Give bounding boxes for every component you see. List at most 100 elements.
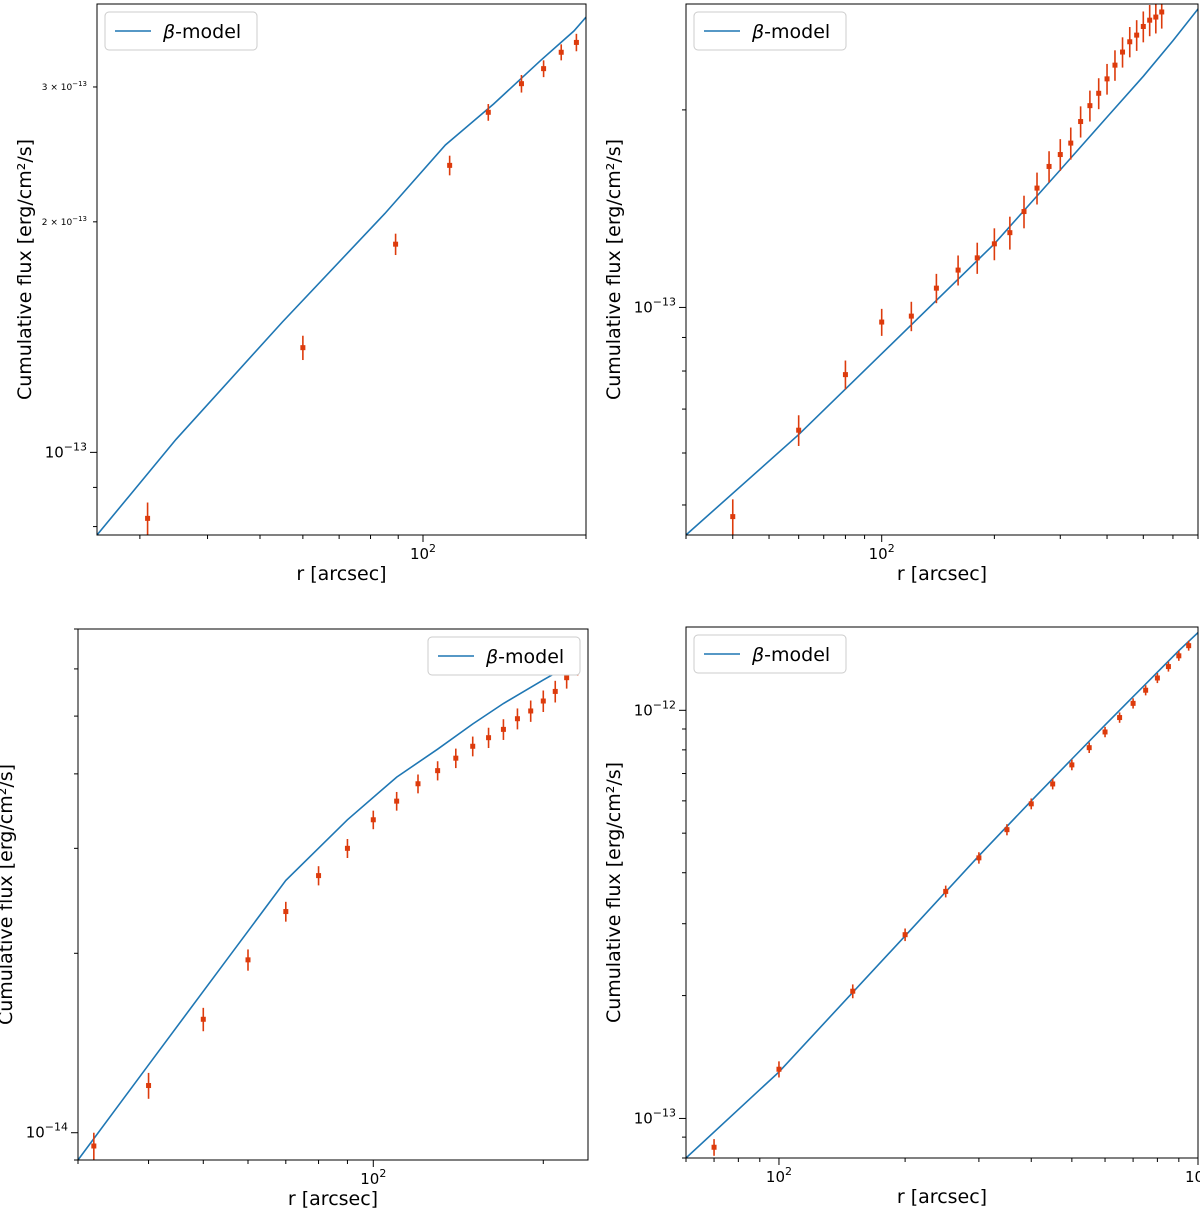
chart-panel-top-right: 102 10−13 r [arcsec] Cumulative flux [erg/c… [600,0,1200,600]
data-point [528,708,534,714]
y-axis-label: Cumulative flux [erg/cm²/s] [0,764,17,1025]
data-point [1087,103,1093,109]
plot-area [686,632,1198,1158]
data-point [1086,745,1092,751]
data-point [1069,762,1075,768]
data-point [1021,209,1027,215]
data-point [879,319,885,325]
data-point [1153,14,1159,20]
data-point [283,909,289,915]
x-tick-label: 102 [410,542,436,563]
y-tick-label: 2 × 10−13 [42,215,87,228]
legend-label-beta-model: β-model [751,644,830,666]
data-point [1130,700,1136,706]
data-point [1068,140,1074,146]
axes-frame [685,626,1199,1159]
legend-label-beta-model: β-model [485,646,564,668]
data-point [415,781,421,787]
data-point [485,109,491,115]
y-tick-label: 10−12 [634,698,676,719]
x-axis-label: r [arcsec] [288,1188,378,1209]
data-point [1034,185,1040,191]
legend-label-beta-model: β-model [751,21,830,43]
data-point [1165,664,1171,670]
y-tick-label: 3 × 10−13 [42,80,87,93]
data-point [1147,17,1153,23]
data-point [145,515,151,521]
data-point [344,845,350,851]
data-point [564,675,570,681]
data-point [393,241,399,247]
data-point [146,1083,152,1089]
data-point [1143,687,1149,693]
legend-label-beta-model: β-model [162,21,241,43]
data-point [514,716,520,722]
data-point [1112,62,1118,68]
chart-panel-top-left: 102 10−13 2 × 10−13 3 × 10−13 r [arcsec] Cumu… [0,0,600,600]
data-point [1057,152,1063,158]
data-point [850,988,856,994]
x-axis-label: r [arcsec] [897,1186,987,1208]
data-point [1050,781,1056,787]
data-point [573,39,579,45]
chart-panel-bottom-right: 102 103 10−13 10−12 r [arcsec] Cumulative flu… [600,605,1200,1208]
data-point [976,855,982,861]
data-point [588,31,593,36]
data-point [1007,230,1013,236]
x-axis-label: r [arcsec] [897,563,987,585]
y-tick-label: 10−13 [634,295,676,316]
beta-model-line [97,16,586,535]
y-axis-label: Cumulative flux [erg/cm²/s] [14,139,36,400]
data-point [1096,90,1102,96]
data-point [486,735,492,741]
data-point [1127,39,1133,45]
data-point [730,514,736,520]
axes-frame [685,3,1199,536]
chart-svg: 102 10−14 r [arcsec] Cumulative flux [erg/c… [0,628,589,1209]
y-tick-label: 10−13 [45,440,87,461]
y-axis-label: Cumulative flux [erg/cm²/s] [603,762,625,1023]
plot-area [97,16,593,535]
legend-box [104,11,258,51]
beta-model-line [686,8,1198,535]
data-point [1078,119,1084,125]
data-point [518,81,524,87]
data-point [453,755,459,761]
legend-box [693,11,847,51]
data-point [711,1144,717,1150]
data-point [1117,715,1123,721]
data-point [1046,163,1052,169]
data-point [991,241,997,247]
data-point [470,743,476,749]
axes-frame [77,628,589,1161]
data-point [1102,729,1108,735]
data-point [300,345,306,351]
legend-box [427,636,581,676]
data-point [943,888,949,894]
beta-model-line [78,659,578,1160]
plot-area [78,654,581,1160]
data-point [1120,49,1126,55]
y-tick-label: 10−13 [634,1106,676,1127]
data-point [933,285,939,291]
data-point [1159,9,1165,15]
data-point [435,768,441,774]
data-point [540,698,546,704]
data-point [1140,23,1146,29]
x-tick-label: 102 [360,1167,386,1188]
data-point [1004,827,1010,833]
data-point [776,1066,782,1072]
data-point [1186,643,1192,649]
axes-frame [96,3,587,536]
data-point [842,372,848,378]
data-point [558,49,564,55]
data-point [974,255,980,261]
chart-svg: 102 103 10−13 10−12 r [arcsec] Cumulative flu… [603,626,1200,1208]
x-tick-label: 102 [766,1165,792,1186]
data-point [902,932,908,938]
x-axis-label: r [arcsec] [296,563,386,585]
data-point [245,957,251,963]
data-point [316,873,322,879]
legend-box [693,634,847,674]
plot-area [686,4,1198,535]
